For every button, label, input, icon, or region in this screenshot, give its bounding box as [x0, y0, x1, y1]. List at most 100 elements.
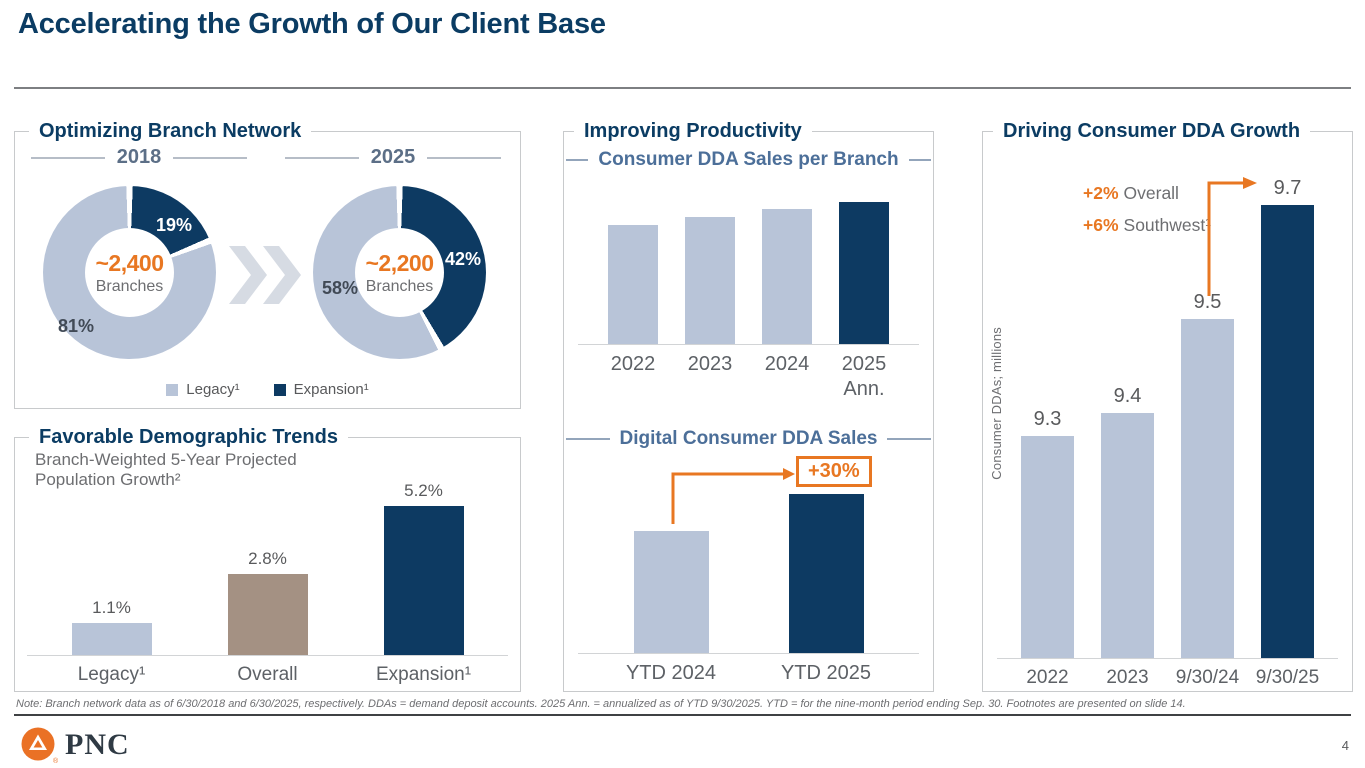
- panel-title: Improving Productivity: [574, 117, 812, 145]
- x-tick-label: 9/30/24: [1175, 667, 1240, 688]
- annotation-pct: +2%: [1083, 183, 1119, 203]
- panel-branch-network: Optimizing Branch Network 2018 2025 19% …: [14, 117, 521, 409]
- annotation-overall: +2% Overall: [1083, 183, 1179, 204]
- bar: [608, 225, 658, 344]
- dash-line: [565, 438, 610, 440]
- bar: [1261, 205, 1314, 658]
- bar-area: 9.3 9.4 9.5 9.7: [997, 177, 1338, 658]
- x-tick-label: YTD 2024: [625, 662, 717, 684]
- slice-label-expansion: 42%: [444, 249, 481, 269]
- dda-sales-per-branch-chart: 2022 2023 2024 2025 Ann.: [578, 202, 919, 402]
- x-axis-labels: 2022 2023 9/30/24 9/30/25: [997, 659, 1338, 690]
- branch-caption: Branches: [365, 277, 434, 295]
- bar-value-label: 9.4: [1113, 385, 1142, 407]
- slice-label-legacy: 58%: [322, 278, 359, 298]
- chart1-header-text: Consumer DDA Sales per Branch: [598, 149, 899, 170]
- pnc-symbol-icon: ®: [21, 727, 58, 764]
- header-divider: [14, 87, 1351, 89]
- bar-value-label: 1.1%: [92, 598, 131, 617]
- panel-demographic-trends: Favorable Demographic Trends Branch-Weig…: [14, 423, 521, 692]
- legend-item-expansion: Expansion¹: [273, 381, 369, 398]
- page-title: Accelerating the Growth of Our Client Ba…: [18, 8, 606, 40]
- x-tick-label: 2024: [764, 353, 810, 375]
- branch-count: ~2,200: [365, 249, 435, 276]
- chart2-header: Digital Consumer DDA Sales: [564, 428, 933, 450]
- annotation-southwest: +6% Southwest¹: [1083, 215, 1211, 236]
- year-text: 2025: [370, 146, 416, 168]
- donut-chart-2025: 42% 58% ~2,200 Branches: [313, 186, 486, 359]
- dash-line: [887, 438, 932, 440]
- bar: [71, 623, 152, 655]
- chart-subtitle: Branch-Weighted 5-Year Projected Populat…: [35, 450, 297, 491]
- growth-arrow: [671, 468, 795, 524]
- bar-area: 1.1% 2.8% 5.2%: [27, 481, 508, 655]
- dash-line: [285, 156, 359, 159]
- page-number: 4: [1341, 738, 1349, 753]
- bar-group: 2.8%: [227, 549, 308, 655]
- bar-value-label: 2.8%: [248, 549, 287, 568]
- panel-improving-productivity: Improving Productivity Consumer DDA Sale…: [563, 117, 934, 692]
- bar-group: [633, 531, 709, 653]
- x-tick-label: 2022: [610, 353, 656, 375]
- bar: [1021, 436, 1074, 658]
- legend: Legacy¹ Expansion¹: [15, 381, 520, 398]
- year-label-2025: 2025: [285, 146, 501, 169]
- x-tick-label: Expansion¹: [375, 664, 472, 685]
- chevron-right-icon: [229, 246, 301, 304]
- bar-value-label: 5.2%: [404, 481, 443, 500]
- x-axis-labels: YTD 2024 YTD 2025: [578, 654, 919, 686]
- growth-badge: +30%: [796, 456, 872, 487]
- x-axis-labels: 2022 2023 2024 2025 Ann.: [578, 345, 919, 402]
- dash-line: [427, 156, 501, 159]
- x-axis: [578, 344, 919, 345]
- x-tick-label: 2025 Ann.: [841, 353, 887, 400]
- legend-label: Legacy¹: [186, 381, 240, 398]
- x-tick-label: YTD 2025: [780, 662, 872, 684]
- x-tick-label: Overall: [237, 664, 298, 685]
- bar: [1181, 319, 1234, 658]
- dash-line: [31, 156, 105, 159]
- bar-area: [578, 494, 919, 653]
- bar: [633, 531, 709, 653]
- legend-swatch-expansion: [273, 383, 286, 396]
- bar: [227, 574, 308, 655]
- digital-dda-sales-chart: YTD 2024 YTD 2025: [578, 494, 919, 686]
- dash-line: [173, 156, 247, 159]
- footer-divider: [14, 714, 1351, 716]
- demographic-growth-chart: 1.1% 2.8% 5.2% Legacy¹ Overall Expansion¹: [27, 481, 508, 687]
- registered-mark: ®: [53, 757, 58, 764]
- annotation-text: Overall: [1123, 183, 1179, 203]
- legend-label: Expansion¹: [293, 381, 369, 398]
- dash-line: [908, 159, 931, 161]
- x-tick-label: 2023: [1106, 667, 1149, 688]
- legend-swatch-legacy: [166, 383, 179, 396]
- subtitle-line2: Population Growth²: [35, 470, 181, 490]
- bar-group: [762, 209, 812, 344]
- bar-group: [608, 225, 658, 344]
- dash-line: [566, 159, 589, 161]
- legend-item-legacy: Legacy¹: [166, 381, 240, 398]
- panel-dda-growth: Driving Consumer DDA Growth Consumer DDA…: [982, 117, 1353, 692]
- bar-area: [578, 202, 919, 344]
- panel-title: Driving Consumer DDA Growth: [993, 117, 1311, 145]
- bar: [788, 494, 864, 653]
- bar: [839, 202, 889, 344]
- consumer-dda-growth-chart: 9.3 9.4 9.5 9.7 2022 2023 9/30/24 9/30/25: [997, 177, 1338, 690]
- x-axis-labels: Legacy¹ Overall Expansion¹: [27, 656, 508, 687]
- x-axis: [27, 655, 508, 656]
- x-tick-label: Legacy¹: [77, 664, 146, 685]
- bar-group: 9.7: [1261, 177, 1314, 658]
- pnc-wordmark: PNC: [65, 728, 130, 761]
- bar-value-label: 9.3: [1033, 408, 1062, 430]
- slice-label-expansion: 19%: [155, 215, 192, 235]
- bar-group: 9.5: [1181, 291, 1234, 658]
- bar-group: 1.1%: [71, 598, 152, 655]
- bar: [685, 217, 735, 344]
- donut-chart-2018: 19% 81% ~2,400 Branches: [43, 186, 216, 359]
- bar-group: 9.4: [1101, 385, 1154, 658]
- x-axis: [997, 658, 1338, 659]
- footnote: Note: Branch network data as of 6/30/201…: [16, 698, 1186, 710]
- bar-group: 9.3: [1021, 408, 1074, 658]
- donut-center: ~2,400 Branches: [43, 186, 216, 359]
- bar: [1101, 413, 1154, 658]
